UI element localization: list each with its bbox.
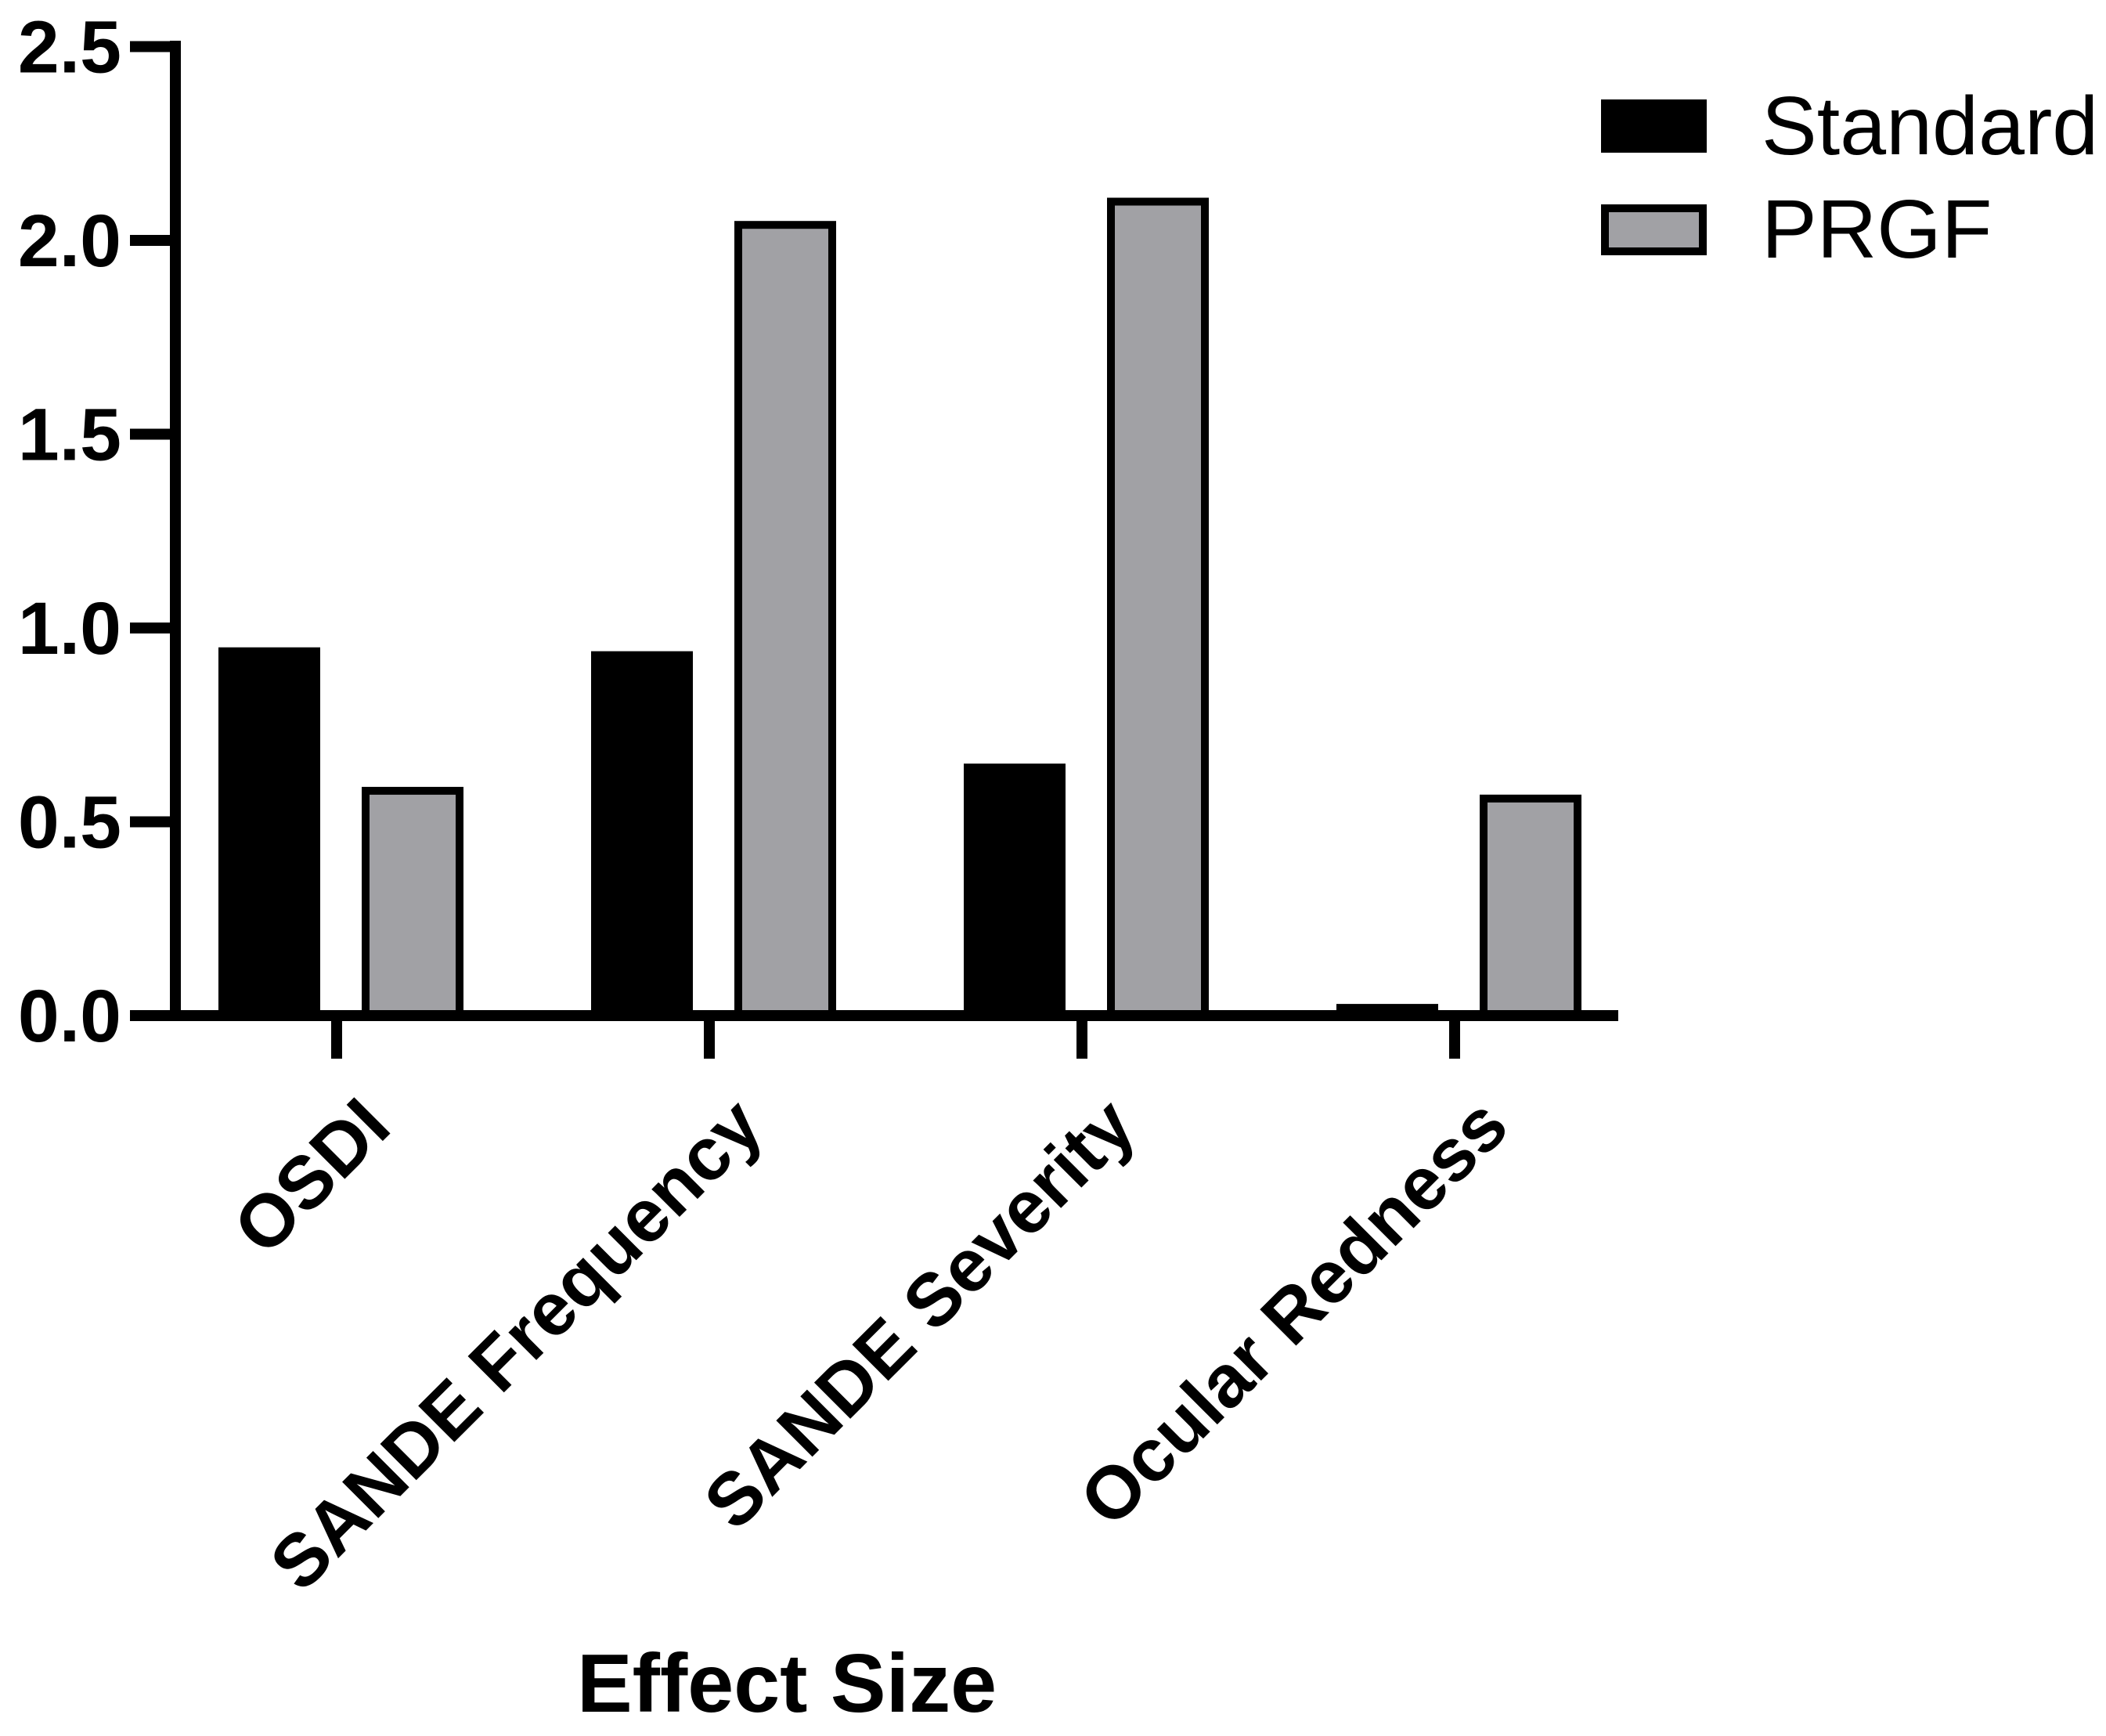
bar-prgf-sande-frequency	[734, 221, 836, 1020]
legend-row-prgf: PRGF	[1601, 188, 2098, 271]
legend-swatch-prgf-icon	[1601, 204, 1707, 255]
axes-layer	[130, 41, 1618, 1059]
y-tick-label: 1.5	[18, 394, 121, 477]
bars-layer	[218, 197, 1581, 1020]
bar-standard-sande-severity	[964, 763, 1066, 1020]
legend-label-prgf: PRGF	[1762, 183, 1992, 276]
y-tick-label: 2.5	[18, 6, 121, 89]
bar-prgf-sande-severity	[1107, 197, 1209, 1020]
y-tick-label: 0.5	[18, 781, 121, 864]
bar-standard-osdi	[218, 647, 320, 1020]
bar-standard-sande-frequency	[591, 651, 693, 1020]
legend-label-standard: Standard	[1762, 80, 2099, 172]
x-axis-title: Effect Size	[577, 1637, 997, 1730]
bar-prgf-ocular-redness	[1480, 794, 1581, 1020]
y-tick-label: 1.0	[18, 587, 121, 670]
y-tick-label: 0.0	[18, 975, 121, 1058]
bar-prgf-osdi	[362, 786, 463, 1020]
legend-swatch-standard-icon	[1601, 99, 1707, 153]
x-tick-label-osdi: OSDI	[218, 1083, 406, 1270]
legend: Standard PRGF	[1601, 85, 2098, 271]
y-tick-label: 2.0	[18, 200, 121, 283]
legend-row-standard: Standard	[1601, 85, 2098, 168]
